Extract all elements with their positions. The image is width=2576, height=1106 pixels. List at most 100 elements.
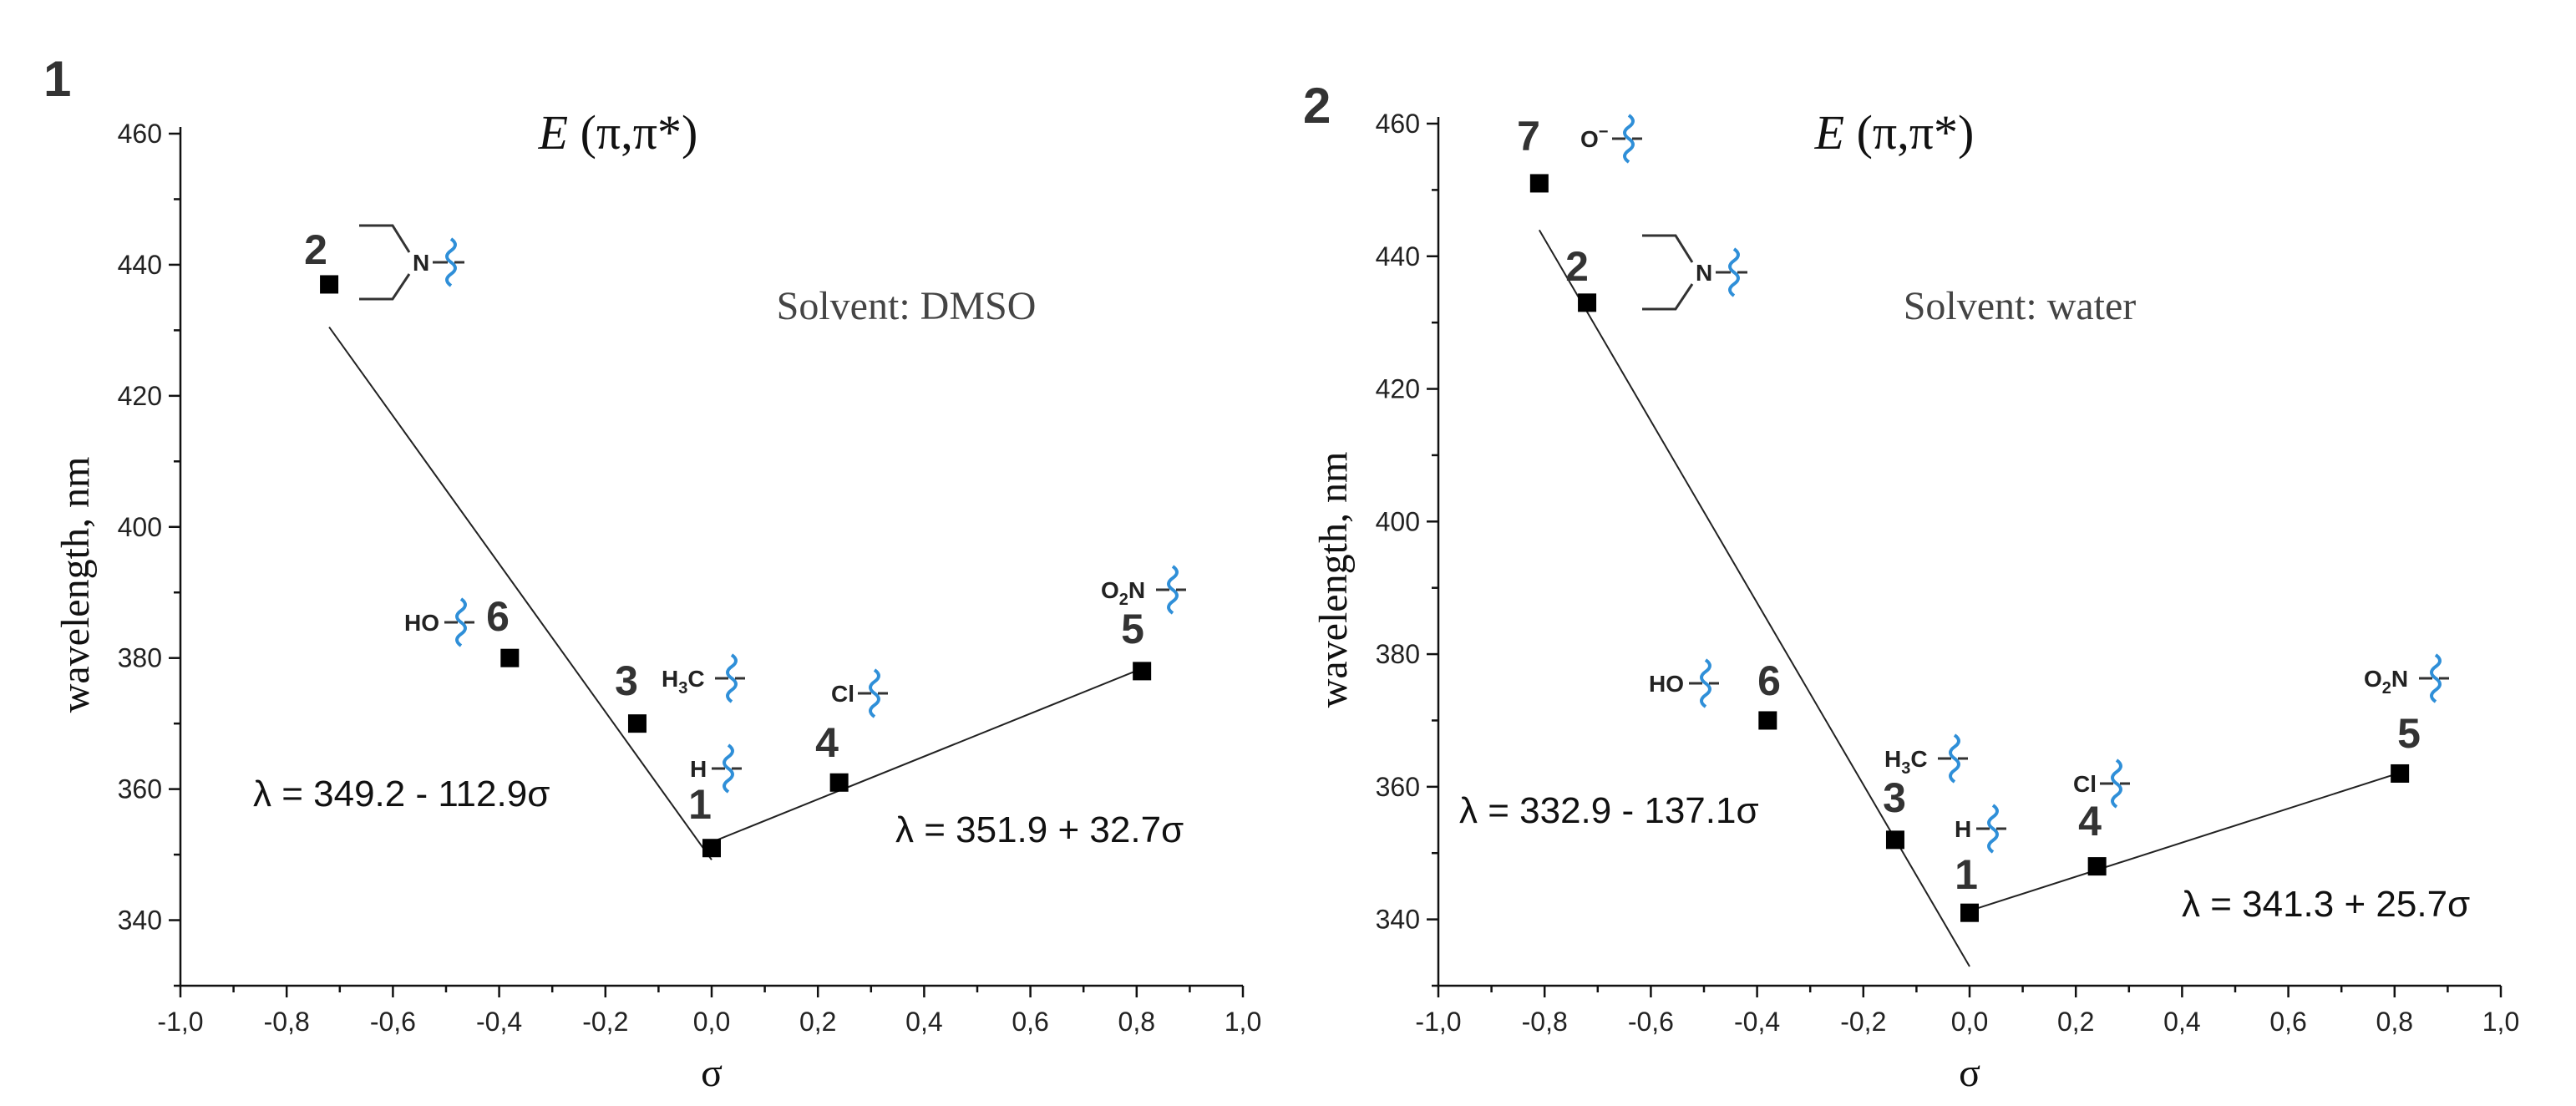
substituent-structure: HO	[404, 597, 474, 647]
data-point-6	[1758, 711, 1777, 730]
point-label: 1	[1955, 851, 1978, 898]
x-tick-label: 0,6	[1012, 1007, 1048, 1037]
solvent-label: Solvent: water	[1904, 284, 2137, 328]
point-label: 2	[304, 226, 327, 273]
y-tick-label: 380	[1376, 639, 1420, 669]
wavy-bond-icon	[726, 653, 738, 703]
substituent-text: O−	[1580, 123, 1608, 152]
data-point-1	[702, 839, 721, 858]
substituent-structure: Cl	[2073, 758, 2130, 809]
data-point-2	[1578, 293, 1597, 312]
x-tick-label: 0,2	[799, 1007, 836, 1037]
point-label: 6	[1757, 657, 1781, 704]
substituent-structure: H3C	[662, 653, 745, 703]
y-tick-label: 400	[118, 512, 162, 542]
fit-equation: λ = 349.2 - 112.9σ	[253, 774, 550, 814]
methyl-bond-lower	[359, 273, 411, 301]
substituent-structure: O2N	[2364, 653, 2449, 703]
substituent-text: Cl	[2073, 771, 2097, 797]
data-point-5	[1133, 662, 1152, 681]
substituent-structure: N	[1642, 234, 1747, 311]
point-label: 6	[486, 593, 510, 640]
fit-line	[1538, 229, 1970, 967]
y-axis-title: wavelength, nm	[53, 457, 98, 713]
x-tick-label: -0,4	[1734, 1007, 1780, 1037]
substituent-text: N	[1696, 260, 1712, 286]
substituent-structure: O−	[1580, 114, 1642, 164]
x-tick-label: 0,0	[1951, 1007, 1988, 1037]
x-tick-label: 1,0	[2482, 1007, 2519, 1037]
wavy-bond-icon	[1949, 733, 1960, 784]
substituent-text: H3C	[1884, 746, 1928, 778]
x-tick-label: 0,8	[1118, 1007, 1155, 1037]
solvent-label: Solvent: DMSO	[777, 284, 1037, 328]
substituent-text: Cl	[831, 681, 854, 707]
panel-label: 1	[43, 51, 71, 107]
point-label: 1	[688, 781, 712, 828]
x-tick-label: -0,6	[370, 1007, 416, 1037]
substituent-text: HO	[404, 610, 439, 636]
x-tick-label: 0,6	[2269, 1007, 2306, 1037]
substituent-structure: H	[1955, 804, 2006, 854]
x-tick-label: 1,0	[1225, 1007, 1261, 1037]
substituent-text: HO	[1649, 671, 1684, 697]
y-tick-label: 340	[118, 906, 162, 936]
substituent-structure: Cl	[831, 668, 888, 718]
substituent-structure: N	[359, 224, 464, 301]
x-tick-label: -0,6	[1628, 1007, 1674, 1037]
substituent-text: O2N	[2364, 666, 2408, 698]
y-tick-label: 440	[118, 250, 162, 280]
wavy-bond-icon	[2111, 758, 2122, 809]
x-tick-label: 0,4	[905, 1007, 942, 1037]
y-tick-label: 440	[1376, 241, 1420, 271]
data-point-6	[500, 648, 520, 667]
x-tick-label: 0,0	[693, 1007, 730, 1037]
x-tick-label: -1,0	[157, 1007, 203, 1037]
point-label: 2	[1565, 243, 1589, 290]
fit-equation: λ = 332.9 - 137.1σ	[1459, 790, 1759, 831]
fit-equation: λ = 341.3 + 25.7σ	[2182, 884, 2470, 925]
fit-line	[711, 667, 1143, 844]
data-point-1	[1960, 903, 1979, 922]
y-tick-label: 460	[1376, 109, 1420, 139]
y-tick-label: 400	[1376, 506, 1420, 536]
wavy-bond-icon	[1623, 114, 1635, 164]
substituent-text: H3C	[662, 666, 705, 698]
x-tick-label: 0,4	[2163, 1007, 2200, 1037]
x-tick-label: 0,8	[2376, 1007, 2413, 1037]
x-tick-label: -0,2	[582, 1007, 628, 1037]
x-tick-label: 0,2	[2057, 1007, 2094, 1037]
x-tick-label: -0,8	[264, 1007, 310, 1037]
methyl-bond-upper	[1642, 234, 1694, 263]
panel-label: 2	[1303, 78, 1331, 134]
wavy-bond-icon	[2430, 653, 2442, 703]
chart-panel-1: 1 -1,0 -0,8 -0,6 -0,4 -0,2 0,0 0,2 0,4 0,6 0,8 1,0 3…	[43, 51, 1261, 1095]
x-tick-label: -0,8	[1522, 1007, 1568, 1037]
substituent-text: O2N	[1101, 577, 1145, 609]
data-point-2	[320, 275, 339, 294]
data-point-4	[2087, 857, 2107, 876]
wavy-bond-icon	[455, 597, 467, 647]
point-label: 3	[1883, 774, 1906, 821]
fit-line	[1969, 772, 2401, 912]
data-point-3	[1885, 830, 1904, 850]
point-label: 5	[2397, 710, 2421, 757]
x-tick-label: -0,2	[1840, 1007, 1886, 1037]
point-label: 7	[1517, 113, 1540, 160]
y-axis-title: wavelength, nm	[1311, 452, 1356, 708]
data-point-3	[627, 714, 647, 733]
chart-title: E (π,π*)	[538, 105, 698, 160]
substituent-text: H	[690, 756, 707, 782]
substituent-text: H	[1955, 816, 1971, 842]
y-tick-label: 360	[118, 774, 162, 804]
wavy-bond-icon	[1167, 565, 1179, 615]
x-axis-title: σ	[1959, 1051, 1980, 1095]
fit-equation: λ = 351.9 + 32.7σ	[895, 809, 1184, 850]
point-label: 4	[815, 719, 839, 766]
y-tick-label: 420	[1376, 374, 1420, 404]
wavy-bond-icon	[1728, 247, 1740, 297]
wavy-bond-icon	[869, 668, 880, 718]
x-axis-title: σ	[701, 1051, 723, 1095]
data-point-7	[1529, 174, 1549, 193]
